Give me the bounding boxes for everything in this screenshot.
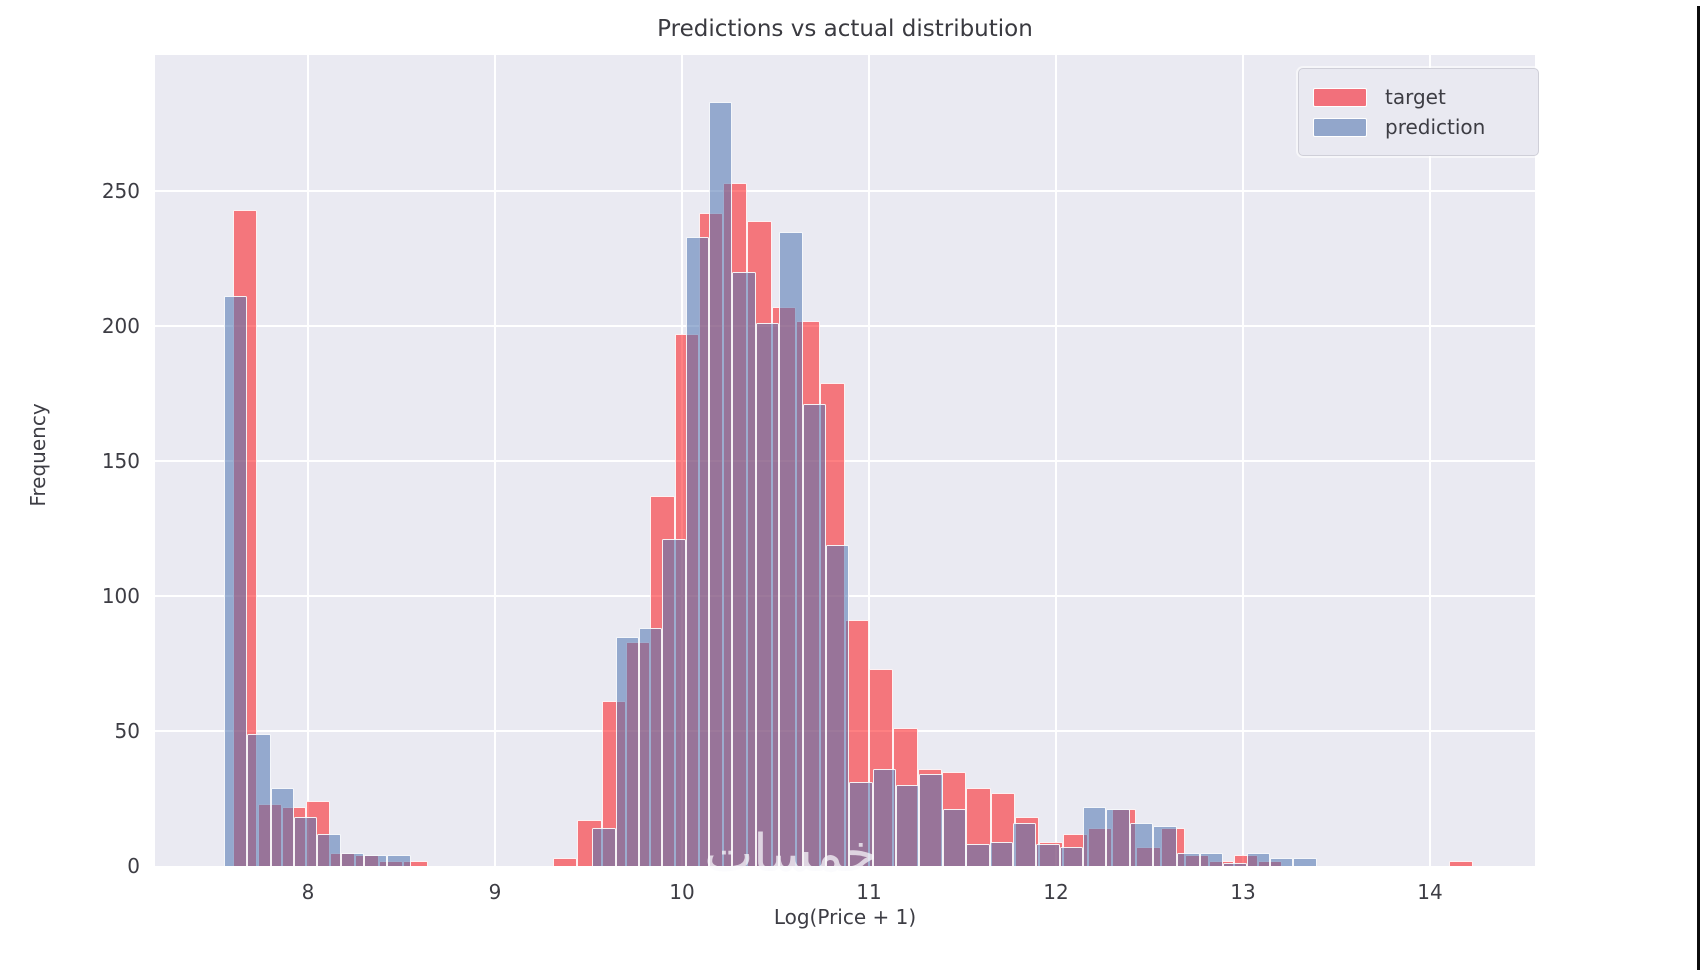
x-tick-9: 9 xyxy=(488,880,502,904)
legend-box: target prediction xyxy=(1298,68,1539,156)
x-tick-13: 13 xyxy=(1230,880,1256,904)
v-gridline-9 xyxy=(494,55,496,866)
prediction-bar xyxy=(364,855,388,866)
prediction-bar xyxy=(1199,852,1224,866)
legend-entry-prediction: prediction xyxy=(1313,115,1524,139)
y-tick-50: 50 xyxy=(114,719,140,743)
prediction-bar xyxy=(293,817,318,866)
prediction-bar xyxy=(685,236,710,866)
prediction-bar xyxy=(1106,809,1130,866)
x-tick-14: 14 xyxy=(1417,880,1443,904)
y-tick-100: 100 xyxy=(101,584,140,608)
prediction-bar xyxy=(1129,822,1154,866)
screen-edge-artifact xyxy=(1697,6,1700,970)
v-gridline-14 xyxy=(1429,55,1431,866)
prediction-bar xyxy=(1293,857,1317,866)
prediction-bar xyxy=(615,636,639,866)
target-color-swatch xyxy=(1313,87,1367,107)
x-tick-11: 11 xyxy=(856,880,882,904)
x-tick-8: 8 xyxy=(301,880,315,904)
prediction-bar xyxy=(966,844,990,866)
prediction-bar xyxy=(779,231,803,866)
v-gridline-12 xyxy=(1055,55,1057,866)
prediction-bar xyxy=(317,833,341,866)
prediction-bar xyxy=(1176,852,1200,866)
h-gridline-200 xyxy=(155,325,1535,327)
y-tick-150: 150 xyxy=(101,449,140,473)
prediction-bar xyxy=(1012,822,1037,866)
legend-label-target: target xyxy=(1385,85,1446,109)
plot-area: target prediction xyxy=(155,55,1539,866)
prediction-bar xyxy=(989,841,1013,866)
prediction-bar xyxy=(942,809,967,866)
legend-label-prediction: prediction xyxy=(1385,115,1486,139)
target-bar xyxy=(1448,860,1473,866)
prediction-bar xyxy=(919,774,943,866)
y-axis-label: Frequency xyxy=(26,403,50,507)
prediction-bar xyxy=(247,733,271,866)
y-tick-200: 200 xyxy=(101,314,140,338)
prediction-bar xyxy=(387,855,411,866)
h-gridline-250 xyxy=(155,190,1535,192)
prediction-bar xyxy=(849,782,873,866)
prediction-color-swatch xyxy=(1313,117,1367,137)
prediction-bar xyxy=(732,272,756,866)
x-tick-10: 10 xyxy=(669,880,695,904)
x-axis-label: Log(Price + 1) xyxy=(773,905,917,929)
prediction-bar xyxy=(1083,806,1107,866)
v-gridline-8 xyxy=(307,55,309,866)
prediction-bar xyxy=(662,539,686,866)
y-tick-250: 250 xyxy=(101,179,140,203)
prediction-histogram-bars xyxy=(155,55,1535,866)
prediction-bar xyxy=(1270,857,1294,866)
prediction-bar xyxy=(802,404,826,866)
prediction-bar xyxy=(340,852,365,866)
prediction-bar xyxy=(270,787,294,866)
prediction-bar xyxy=(1036,844,1060,866)
target-bar xyxy=(552,857,578,866)
prediction-bar xyxy=(896,785,920,866)
prediction-bar xyxy=(1153,825,1177,866)
prediction-bar xyxy=(223,296,248,866)
y-tick-0: 0 xyxy=(127,854,140,878)
prediction-bar xyxy=(1059,847,1084,866)
legend-entry-target: target xyxy=(1313,85,1524,109)
v-gridline-11 xyxy=(868,55,870,866)
v-gridline-13 xyxy=(1242,55,1244,866)
prediction-bar xyxy=(872,768,897,866)
x-tick-12: 12 xyxy=(1043,880,1069,904)
prediction-bar xyxy=(592,828,616,866)
prediction-bar xyxy=(1223,863,1247,866)
prediction-bar xyxy=(709,101,733,866)
prediction-bar xyxy=(825,544,850,866)
prediction-bar xyxy=(638,628,663,866)
prediction-bar xyxy=(755,323,780,866)
h-gridline-150 xyxy=(155,460,1535,462)
chart-title: Predictions vs actual distribution xyxy=(657,16,1033,42)
prediction-bar xyxy=(1246,852,1271,866)
